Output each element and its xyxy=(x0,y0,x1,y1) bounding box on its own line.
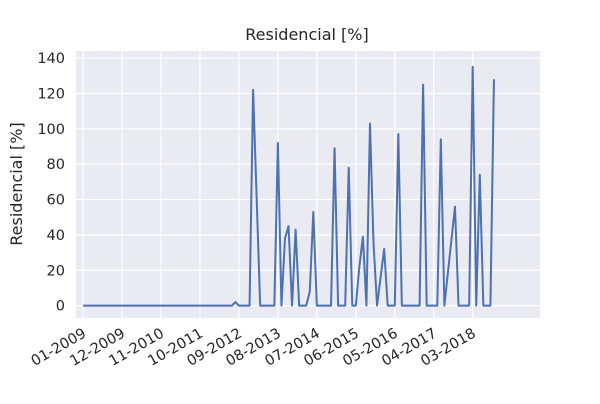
y-tick-label: 20 xyxy=(47,263,65,279)
y-tick-label: 80 xyxy=(47,157,65,173)
y-axis-ticks: 0 20 40 60 80 100 120 140 xyxy=(37,51,65,315)
x-axis-ticks: 01-200912-200911-201010-201109-201208-20… xyxy=(29,326,479,370)
y-tick-label: 0 xyxy=(56,299,65,315)
y-tick-label: 140 xyxy=(37,51,65,67)
y-tick-label: 100 xyxy=(37,122,65,138)
series-line-0 xyxy=(83,65,495,307)
y-tick-label: 120 xyxy=(37,86,65,102)
y-tick-label: 40 xyxy=(47,228,65,244)
y-axis-label: Residencial [%] xyxy=(7,122,26,245)
chart-title: Residencial [%] xyxy=(245,25,368,44)
series-layer xyxy=(83,65,495,307)
y-tick-label: 60 xyxy=(47,193,65,209)
plot-area xyxy=(76,51,540,318)
grid xyxy=(76,51,540,318)
